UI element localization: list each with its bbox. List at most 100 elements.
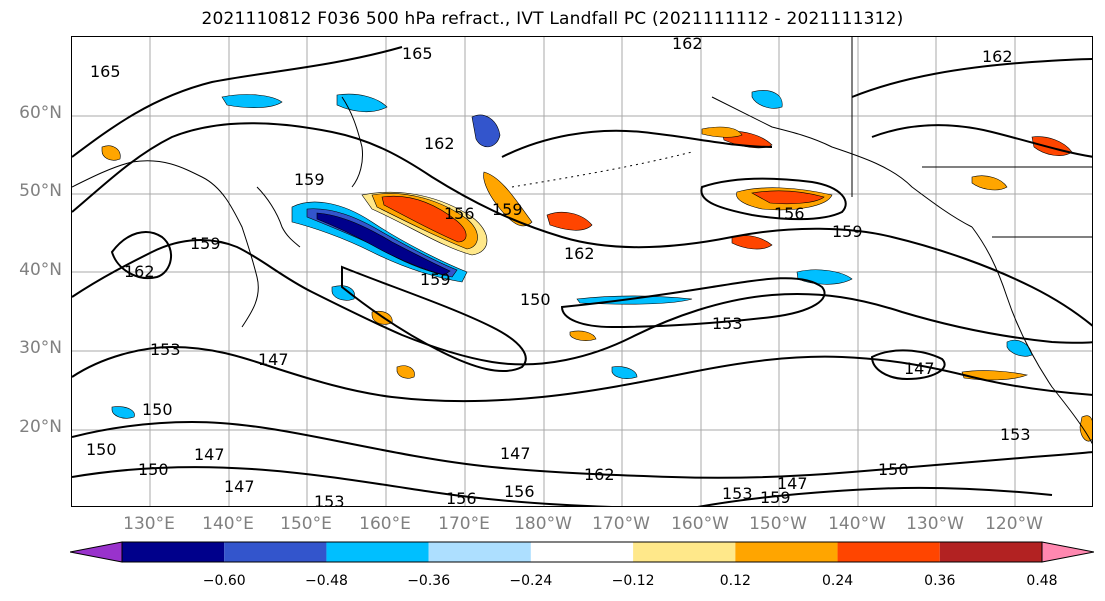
lon-label-170e: 170°E [438,514,490,534]
positive-anomaly-region [101,145,121,161]
colorbar-tick-label: −0.48 [304,573,348,589]
contour-label: 153 [150,340,181,359]
colorbar-segment [837,542,940,562]
colorbar-tick-label: 0.48 [1026,573,1058,589]
contour-label: 162 [564,244,595,263]
map-canvas: 165 162 165 162 162 159 156 159 162 156 … [72,37,1092,507]
colorbar-segment [530,542,634,562]
colorbar-extend-low [70,541,123,563]
colorbar-segments [70,541,1094,563]
contour-label: 165 [90,62,121,81]
contour-label: 165 [402,44,433,63]
positive-anomaly-region [381,195,467,243]
coastline-japan [256,186,301,248]
contour-label: 153 [722,484,753,503]
lat-label-20n: 20°N [19,417,62,437]
positive-anomaly-region [546,212,593,231]
negative-anomaly-region [751,90,783,109]
positive-anomaly-region [483,171,533,227]
lon-label-180w: 180°W [514,514,572,534]
contour-line [110,231,172,280]
contour-label: 150 [86,440,117,459]
contour-label: 159 [190,234,221,253]
contour-label: 153 [314,492,345,507]
positive-anomaly-region [396,365,415,379]
negative-anomaly-region [471,114,501,148]
colorbar-tick-label: 0.12 [719,573,751,589]
lon-label-150w: 150°W [749,514,807,534]
lat-label-50n: 50°N [19,181,62,201]
contour-label: 147 [194,445,225,464]
map-plot-area: 165 162 165 162 162 159 156 159 162 156 … [71,36,1093,507]
contour-label: 150 [142,400,173,419]
contour-labels: 165 162 165 162 162 159 156 159 162 156 … [86,37,1031,507]
contour-label: 150 [878,460,909,479]
coastlines [72,37,1092,445]
colorbar-segment [122,542,225,562]
contour-line [851,58,1092,98]
contour-label: 159 [294,170,325,189]
positive-anomaly-region [1031,136,1073,156]
colorbar-tick-label: −0.36 [407,573,451,589]
colorbar-segment [326,542,429,562]
contour-label: 147 [500,444,531,463]
map-title: 2021110812 F036 500 hPa refract., IVT La… [201,9,904,29]
lon-label-160w: 160°W [671,514,729,534]
contour-label: 156 [444,204,475,223]
contour-line [72,239,1092,366]
contour-line [72,122,1092,327]
lon-label-120w: 120°W [985,514,1043,534]
contour-label: 159 [832,222,863,241]
colorbar-extend-high [1041,541,1094,563]
negative-anomaly-region [336,93,388,113]
contour-line [560,277,826,329]
negative-anomaly-region [331,285,355,301]
contour-label: 156 [774,204,805,223]
lat-label-30n: 30°N [19,338,62,358]
colorbar-outline [121,541,1043,563]
positive-anomaly-region [961,370,1029,381]
aleutian-islands [511,151,693,188]
colorbar [70,541,1094,563]
contour-line [871,124,1092,158]
positive-anomaly-region [731,235,773,250]
graticule [72,37,1092,506]
contour-line [72,466,613,506]
contour-line [870,349,946,381]
positive-anomaly-region [751,190,825,205]
contour-label: 159 [760,488,791,507]
contour-label: 153 [712,314,743,333]
contour-label: 150 [138,460,169,479]
contour-label: 159 [492,200,523,219]
colorbar-segment [735,542,838,562]
contour-line [341,265,527,373]
lon-label-170w: 170°W [592,514,650,534]
lat-label-60n: 60°N [19,103,62,123]
negative-anomaly-region [316,212,451,276]
negative-anomaly-region [611,366,638,379]
contour-line [700,177,847,221]
negative-anomaly-region [1006,339,1033,357]
lon-label-140w: 140°W [828,514,886,534]
shaded-anomaly-field [101,90,1092,442]
positive-anomaly-region [1079,415,1092,442]
contour-label: 159 [420,270,451,289]
contour-line [72,345,1092,403]
colorbar-tick-label: 0.36 [924,573,956,589]
contour-label: 162 [424,134,455,153]
colorbar-segment [633,542,736,562]
contour-label: 147 [904,359,935,378]
coastline-kamchatka [341,96,363,188]
positive-anomaly-region [569,330,597,341]
colorbar-segment [428,542,531,562]
colorbar-tick-label: −0.12 [611,573,655,589]
contour-label: 162 [124,262,155,281]
lon-label-140e: 140°E [202,514,254,534]
colorbar-tick-label: −0.60 [202,573,246,589]
contour-label: 147 [224,477,255,496]
contour-label: 162 [584,465,615,484]
contour-lines [72,46,1092,506]
contour-label: 162 [672,37,703,53]
positive-anomaly-region [701,126,743,138]
contour-label: 147 [258,350,289,369]
